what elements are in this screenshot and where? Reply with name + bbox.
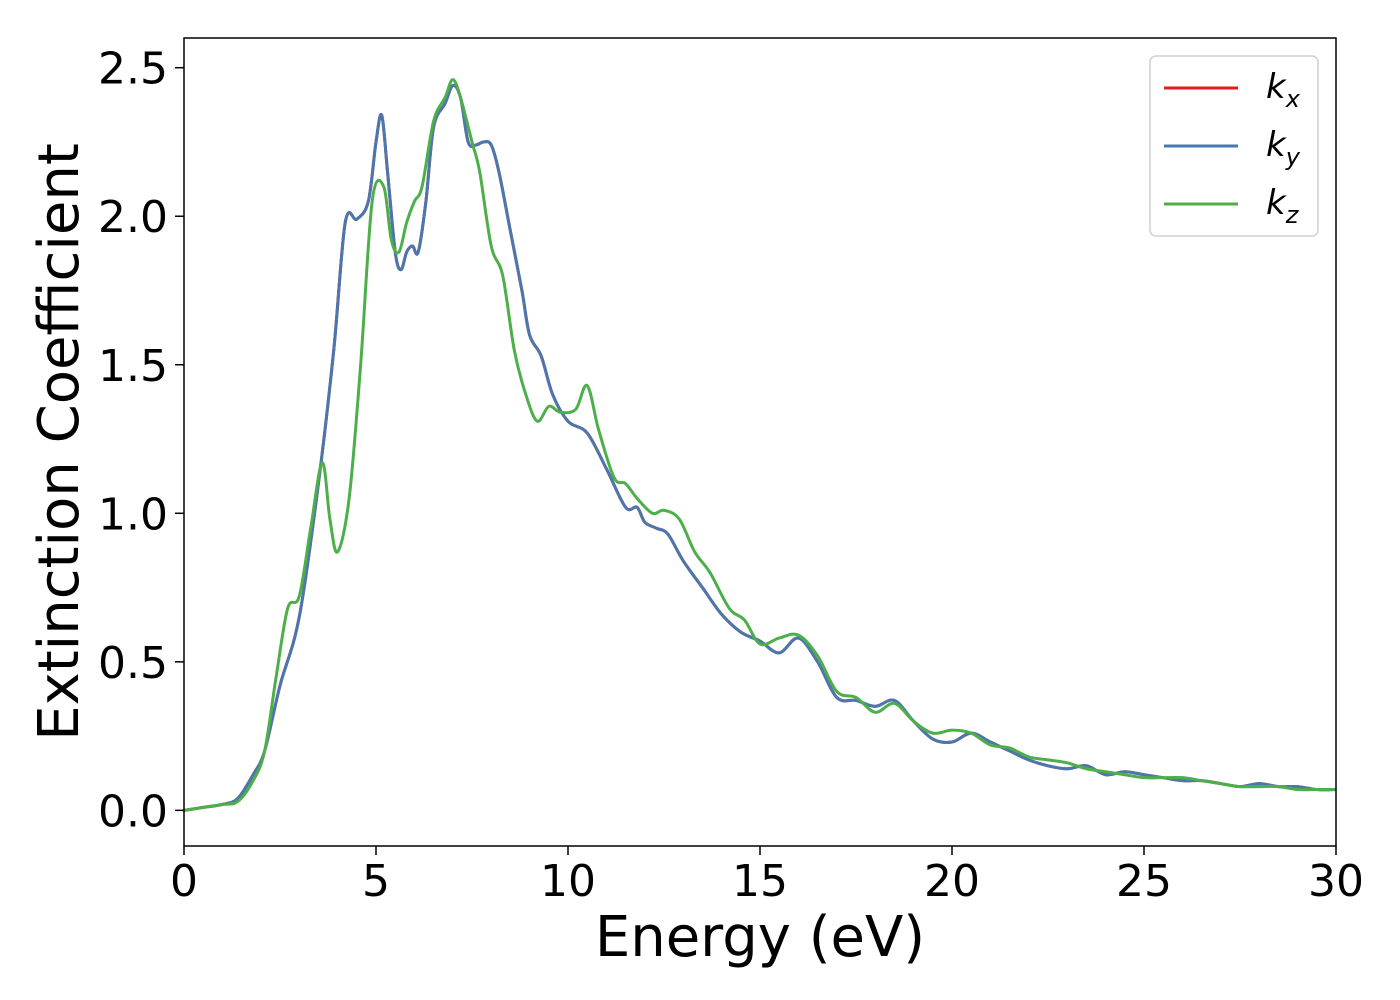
- x-axis-label: Energy (eV): [595, 905, 925, 970]
- y-tick-label: 2.5: [98, 44, 168, 95]
- y-tick-label: 2.0: [98, 192, 168, 243]
- x-tick-label: 20: [924, 856, 980, 907]
- y-tick-label: 0.5: [98, 638, 168, 689]
- y-axis-label: Extinction Coefficient: [27, 143, 92, 741]
- x-tick-label: 25: [1116, 856, 1172, 907]
- x-tick-label: 0: [170, 856, 198, 907]
- plot-lines: [184, 78, 1336, 812]
- x-tick-label: 30: [1308, 856, 1364, 907]
- x-tick-label: 10: [540, 856, 596, 907]
- series-line-y: [184, 83, 1336, 812]
- x-axis-ticks: 0 5 10 15 20 25 30: [170, 846, 1364, 907]
- x-tick-label: 5: [362, 856, 390, 907]
- y-tick-label: 1.0: [98, 489, 168, 540]
- y-axis-ticks: 0.0 0.5 1.0 1.5 2.0 2.5: [98, 44, 184, 837]
- series-line-z: [184, 78, 1336, 812]
- y-tick-label: 0.0: [98, 786, 168, 837]
- x-tick-label: 15: [732, 856, 788, 907]
- y-tick-label: 1.5: [98, 341, 168, 392]
